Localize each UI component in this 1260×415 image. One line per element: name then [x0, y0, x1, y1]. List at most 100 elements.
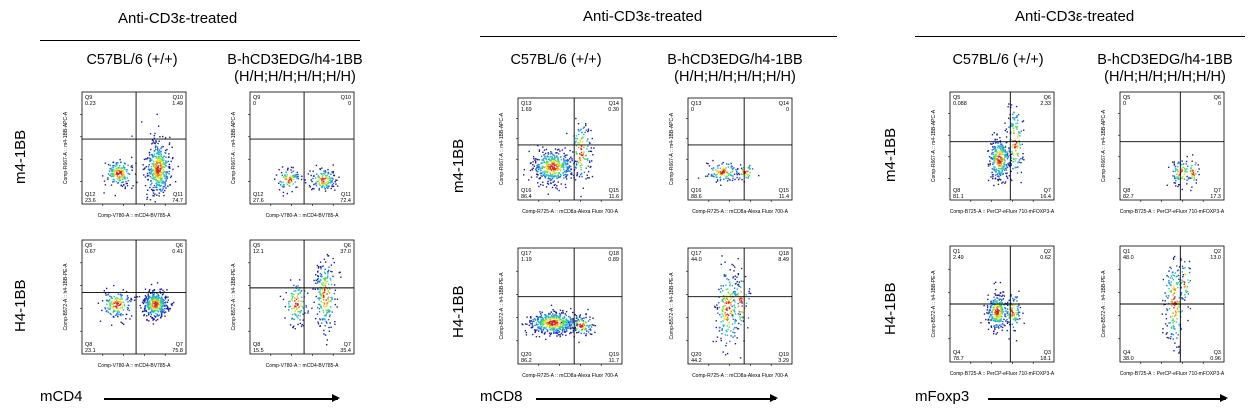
flow-plot-p1-wt-m41bb: Q9 0.23 Q10 1.49 Q12 23.6 Q11 74.7 Comp-V780-A :… — [60, 90, 190, 219]
quadrant-name-ll: Q20 — [521, 352, 531, 358]
quadrant-name-ul: Q5 — [253, 243, 260, 249]
quadrant-percent-ll: 88.6 — [691, 194, 702, 200]
x-axis-title: Comp-B725-A :: PerCP-eFluor 710-mFOXP3-A — [950, 371, 1055, 377]
quadrant-name-ur: Q2 — [1044, 249, 1051, 255]
panel-2-row-m4-1bb-label: m4-1BB — [450, 138, 467, 193]
plot-frame — [1119, 91, 1225, 201]
panel-3-x-arrow — [988, 395, 1228, 401]
quadrant-name-ul: Q9 — [85, 95, 92, 101]
quadrant-name-ul: Q5 — [953, 95, 960, 101]
panel-2-col-wt-header: C57BL/6 (+/+) — [510, 52, 602, 68]
panel-1-divider — [40, 40, 360, 41]
flow-plot-p2-wt-m41bb: Q13 1.69 Q14 0.30 Q16 86.4 Q15 11.6 Comp-R725-A … — [496, 96, 626, 215]
y-axis-title: Comp-B572-A :: h4-1BB-PE-A — [231, 263, 237, 331]
quadrant-name-ul: Q17 — [691, 251, 701, 257]
quadrant-percent-ur: 0.30 — [608, 107, 619, 113]
quadrant-name-lr: Q3 — [1214, 350, 1221, 356]
plot-frame — [949, 91, 1055, 201]
quadrant-name-ur: Q6 — [344, 243, 351, 249]
quadrant-name-ul: Q1 — [1123, 249, 1130, 255]
event-density — [521, 304, 597, 344]
quadrant-name-lr: Q11 — [173, 192, 183, 198]
quadrant-percent-lr: 75.8 — [172, 348, 183, 354]
panel-1-col-wt-header: C57BL/6 (+/+) — [86, 52, 178, 68]
quadrant-percent-ur: 1.49 — [172, 101, 183, 107]
x-axis-title: Comp-R725-A :: mCD8a-Alexa Fluor 700-A — [522, 209, 619, 215]
quadrant-percent-ul: 2.49 — [953, 255, 964, 261]
quadrant-name-ll: Q12 — [85, 192, 95, 198]
quadrant-name-ur: Q14 — [609, 101, 619, 107]
quadrant-percent-ur: 0.62 — [1040, 255, 1051, 261]
plot-frame — [517, 97, 623, 201]
quadrant-percent-ur: 8.49 — [778, 257, 789, 263]
x-axis-title: Comp-B725-A :: PerCP-eFluor 710-mFOXP3-A — [950, 209, 1055, 215]
quadrant-name-ur: Q2 — [1214, 249, 1221, 255]
y-axis-title: Comp-R667-A :: m4-1BB-APC-A — [499, 112, 505, 185]
quadrant-percent-lr: 16.4 — [1040, 194, 1051, 200]
quadrant-percent-ur: 0.89 — [608, 257, 619, 263]
flow-plot-p1-hum-m41bb: Q9 0 Q10 0 Q12 27.6 Q11 72.4 Comp-V780-A :: mCD4… — [228, 90, 358, 219]
event-density — [279, 253, 342, 346]
panel-2-divider — [480, 36, 837, 37]
panel-1-title: Anti-CD3ε-treated — [118, 10, 238, 27]
plot-frame — [687, 247, 793, 365]
y-axis-title: Comp-R667-A :: m4-1BB-APC-A — [231, 111, 237, 184]
x-axis-title: Comp-R725-A :: mCD8a-Alexa Fluor 700-A — [522, 373, 619, 379]
x-axis-title: Comp-R725-A :: mCD8a-Alexa Fluor 700-A — [692, 209, 789, 215]
panel-3-divider — [915, 36, 1245, 37]
flow-plot-p2-wt-h41bb: Q17 1.19 Q18 0.89 Q20 86.2 Q19 11.7 Comp-R725-A … — [496, 246, 626, 379]
quadrant-name-ll: Q8 — [1123, 188, 1130, 194]
quadrant-percent-ll: 27.6 — [253, 198, 264, 204]
quadrant-name-ul: Q13 — [691, 101, 701, 107]
quadrant-percent-lr: 11.6 — [609, 194, 619, 200]
quadrant-percent-lr: 17.3 — [1210, 194, 1221, 200]
quadrant-percent-ll: 78.7 — [953, 356, 964, 362]
quadrant-name-ll: Q4 — [953, 350, 960, 356]
quadrant-name-ll: Q8 — [953, 188, 960, 194]
panel-1-row-h4-1bb-label: H4-1BB — [12, 279, 29, 332]
quadrant-name-ur: Q6 — [1214, 95, 1221, 101]
flow-plot-p3-hum-m41bb: Q5 0 Q6 0 Q8 82.7 Q7 17.3 Comp-B725-A :: PerCP-e… — [1098, 90, 1228, 215]
quadrant-percent-lr: 35.4 — [340, 348, 351, 354]
flow-plot-p2-hum-h41bb: Q17 44.0 Q18 8.49 Q20 44.2 Q19 3.29 Comp-R725-A … — [666, 246, 796, 379]
y-axis-title: Comp-B572-A :: h4-1BB-PE-A — [669, 272, 675, 340]
quadrant-name-lr: Q3 — [1044, 350, 1051, 356]
y-axis-title: Comp-R667-A :: m4-1BB-APC-A — [1101, 109, 1107, 182]
x-axis-title: Comp-B725-A :: PerCP-eFluor 710-mFOXP3-A — [1120, 209, 1225, 215]
flow-plot-p1-wt-h41bb: Q5 0.67 Q6 0.41 Q8 23.1 Q7 75.8 Comp-V780-A :: m… — [60, 238, 190, 369]
panel-2-row-h4-1bb-label: H4-1BB — [450, 285, 467, 338]
flow-plot-p2-hum-m41bb: Q13 0 Q14 0 Q16 88.6 Q15 11.4 Comp-R725-A :: mCD… — [666, 96, 796, 215]
quadrant-percent-ll: 81.1 — [953, 194, 964, 200]
quadrant-name-ur: Q10 — [173, 95, 183, 101]
quadrant-percent-ul: 44.0 — [691, 257, 702, 263]
quadrant-name-lr: Q7 — [344, 342, 351, 348]
panel-1-x-marker-label: mCD4 — [40, 388, 83, 405]
quadrant-name-ll: Q16 — [521, 188, 531, 194]
quadrant-name-lr: Q7 — [1214, 188, 1221, 194]
event-density — [274, 164, 340, 197]
quadrant-name-ul: Q13 — [521, 101, 531, 107]
plot-frame — [249, 91, 355, 205]
panel-3-row-m4-1bb-label: m4-1BB — [882, 127, 899, 182]
quadrant-percent-ll: 23.6 — [85, 198, 96, 204]
flow-plot-p1-hum-h41bb: Q5 12.1 Q6 37.0 Q8 15.5 Q7 35.4 Comp-V780-A :: m… — [228, 238, 358, 369]
quadrant-percent-ul: 0.088 — [953, 101, 967, 107]
panel-3-col-wt-header: C57BL/6 (+/+) — [952, 52, 1044, 68]
quadrant-percent-ll: 23.1 — [85, 348, 96, 354]
panel-2-col-humanized-header: B-hCD3EDG/h4-1BB (H/H;H/H;H/H;H/H) — [667, 52, 803, 85]
quadrant-name-lr: Q7 — [176, 342, 183, 348]
x-axis-title: Comp-V780-A :: mCD4-BV785-A — [98, 363, 171, 369]
quadrant-name-ll: Q8 — [85, 342, 92, 348]
quadrant-name-lr: Q11 — [341, 192, 351, 198]
panel-3-x-marker-label: mFoxp3 — [915, 388, 970, 405]
quadrant-percent-ul: 48.0 — [1123, 255, 1134, 261]
plot-frame — [81, 91, 187, 205]
quadrant-name-ll: Q4 — [1123, 350, 1130, 356]
quadrant-percent-lr: 18.1 — [1040, 356, 1051, 362]
